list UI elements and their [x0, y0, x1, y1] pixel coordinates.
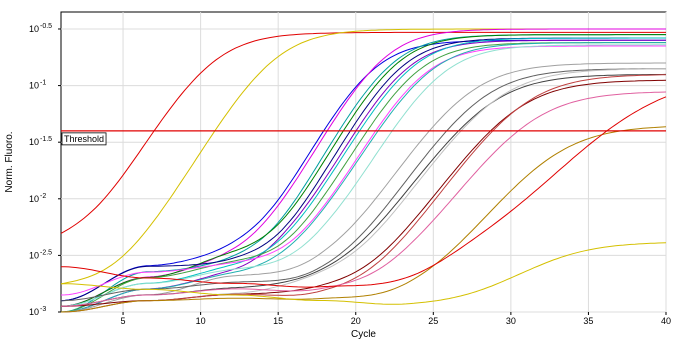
- x-axis-title: Cycle: [351, 329, 376, 340]
- y-tick-exponent: -1.5: [40, 136, 52, 143]
- amplification-curve: [60, 68, 666, 302]
- amplification-curve: [60, 31, 666, 234]
- x-tick-label: 35: [583, 316, 593, 326]
- y-tick-exponent: -2.5: [40, 249, 52, 256]
- threshold-label-box: [61, 132, 107, 146]
- y-tick-label: 10: [29, 24, 39, 34]
- amplification-curve: [60, 96, 667, 288]
- x-axis: 5 10 15 20 25 30 35 40: [121, 312, 671, 326]
- amplification-curve: [61, 242, 667, 305]
- x-tick-label: 15: [273, 316, 283, 326]
- amplification-curve: [60, 45, 666, 296]
- amplification-curve: [61, 91, 667, 307]
- x-tick-label: 20: [351, 316, 361, 326]
- x-tick-label: 30: [506, 316, 516, 326]
- amplification-curve: [60, 62, 666, 313]
- plot-area: [60, 11, 667, 313]
- y-tick-exponent: -0.5: [40, 23, 52, 30]
- amplification-curve: [60, 42, 666, 313]
- y-tick-exponent: -2: [40, 193, 46, 200]
- x-tick-label: 25: [428, 316, 438, 326]
- series-layer: [60, 28, 667, 313]
- x-tick-label: 5: [121, 316, 126, 326]
- y-tick-label: 10: [29, 81, 39, 91]
- y-tick-label: 10: [29, 194, 39, 204]
- y-tick-label: 10: [29, 250, 39, 260]
- grid: [61, 12, 667, 313]
- y-axis: 10 -0.510 -110 -1.510 -210 -2.510 -3: [29, 23, 61, 317]
- y-tick-label: 10: [29, 137, 39, 147]
- amplification-curve: [60, 126, 667, 313]
- y-axis-title: Norm. Fluoro.: [4, 131, 15, 192]
- threshold-layer[interactable]: Threshold: [61, 130, 666, 146]
- amplification-curve: [60, 34, 666, 307]
- amplification-curve: [60, 44, 666, 307]
- threshold-label: Threshold: [64, 134, 104, 144]
- x-tick-label: 10: [196, 316, 206, 326]
- x-tick-label: 40: [661, 316, 671, 326]
- y-tick-exponent: -3: [40, 306, 46, 313]
- y-tick-exponent: -1: [40, 80, 46, 87]
- y-tick-label: 10: [29, 307, 39, 317]
